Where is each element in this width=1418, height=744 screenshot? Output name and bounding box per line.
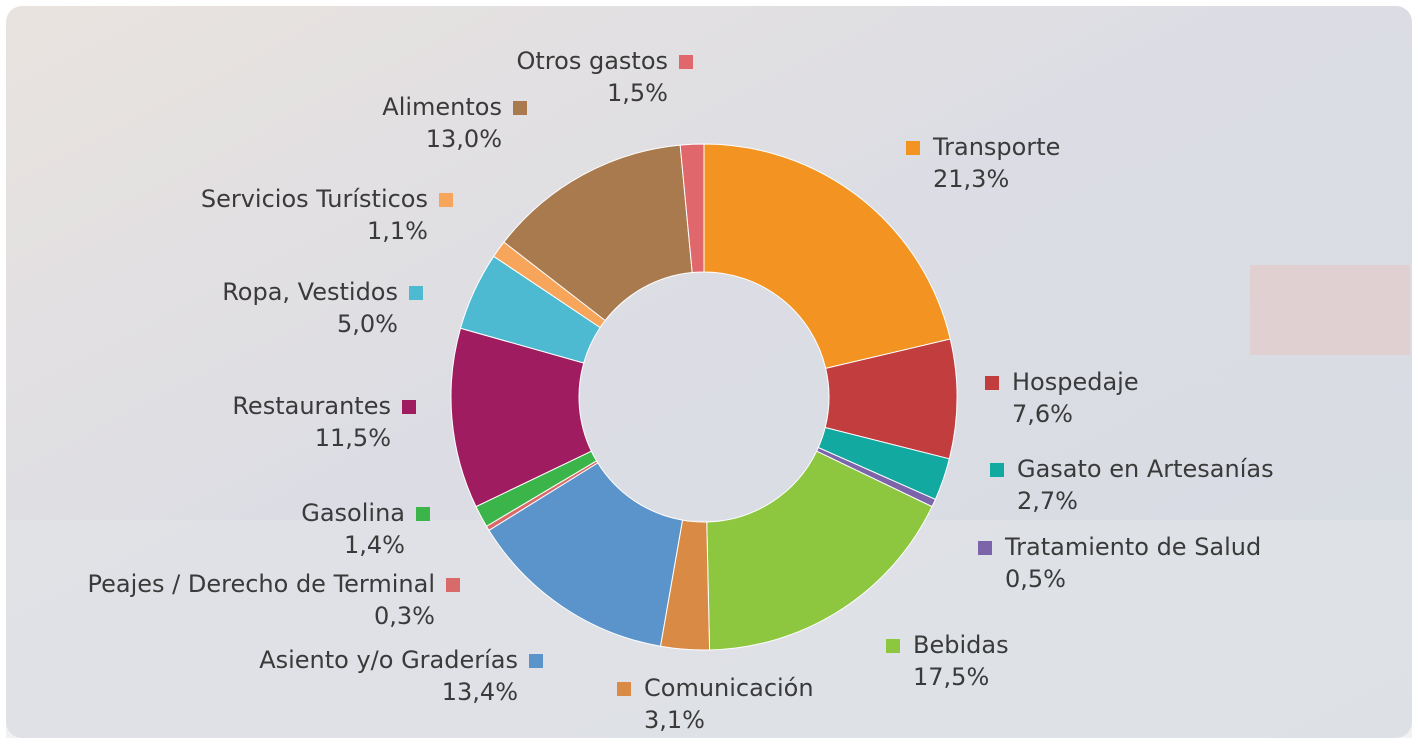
slice-label: Bebidas <box>913 631 1009 659</box>
legend-swatch <box>416 507 430 521</box>
slice-value-label: 13,4% <box>442 678 518 706</box>
slice-value-label: 5,0% <box>337 310 398 338</box>
slice-label: Tratamiento de Salud <box>1004 533 1261 561</box>
legend-swatch <box>439 193 453 207</box>
slice-value-label: 1,5% <box>607 79 668 107</box>
legend-swatch <box>409 286 423 300</box>
slice-label: Otros gastos <box>517 47 669 75</box>
slice-value-label: 11,5% <box>315 424 391 452</box>
legend-swatch <box>617 682 631 696</box>
slice-value-label: 13,0% <box>426 125 502 153</box>
slice-value-label: 1,4% <box>344 531 405 559</box>
slice-label: Ropa, Vestidos <box>222 278 398 306</box>
legend-swatch <box>990 463 1004 477</box>
slice-value-label: 1,1% <box>367 217 428 245</box>
slice-label: Gasato en Artesanías <box>1017 455 1274 483</box>
slice-value-label: 7,6% <box>1012 400 1073 428</box>
background-sign <box>1250 265 1410 355</box>
slice-label: Peajes / Derecho de Terminal <box>88 570 436 598</box>
slice-value-label: 0,3% <box>374 602 435 630</box>
slice-label: Asiento y/o Graderías <box>259 646 518 674</box>
slice-value-label: 21,3% <box>933 165 1009 193</box>
legend-swatch <box>978 541 992 555</box>
slice-label: Gasolina <box>301 499 405 527</box>
slice-label: Transporte <box>932 133 1060 161</box>
slice-label: Restaurantes <box>232 392 391 420</box>
slice-value-label: 17,5% <box>913 663 989 691</box>
legend-swatch <box>402 400 416 414</box>
slice-value-label: 3,1% <box>644 706 705 734</box>
slice-label: Hospedaje <box>1012 368 1139 396</box>
legend-swatch <box>446 578 460 592</box>
slice-label: Servicios Turísticos <box>201 185 428 213</box>
slice-value-label: 2,7% <box>1017 487 1078 515</box>
legend-swatch <box>513 101 527 115</box>
legend-swatch <box>529 654 543 668</box>
legend-swatch <box>679 55 693 69</box>
page: {"chart_data": {"type": "donut", "catego… <box>0 0 1418 744</box>
legend-swatch <box>886 639 900 653</box>
slice-label: Comunicación <box>644 674 814 702</box>
legend-swatch <box>985 376 999 390</box>
slice-label: Alimentos <box>382 93 502 121</box>
legend-swatch <box>906 141 920 155</box>
slice-value-label: 0,5% <box>1005 565 1066 593</box>
chart: Transporte 21,3% Hospedaje 7,6% Gasato en Ar… <box>0 0 1418 744</box>
